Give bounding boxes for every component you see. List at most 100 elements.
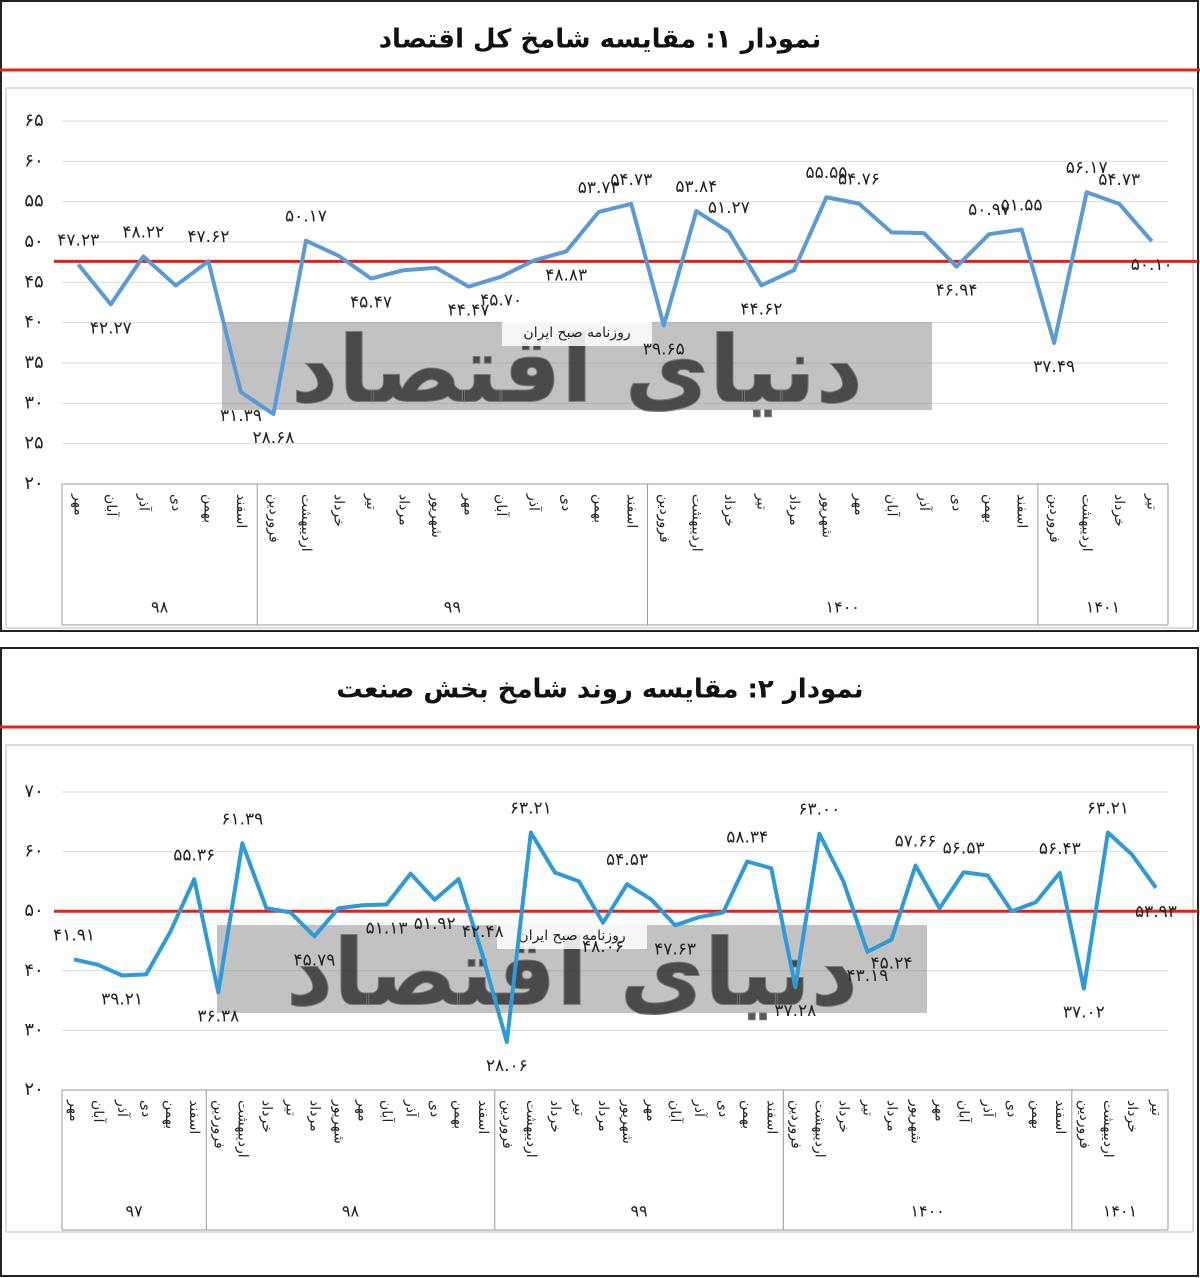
chart-frame: [5, 87, 1194, 629]
x-tick-label: مهر: [932, 1099, 948, 1122]
y-tick-label: ۴۰: [24, 960, 43, 981]
data-label: ۵۳.۹۳: [1135, 902, 1177, 922]
x-tick-label: مرداد: [786, 494, 802, 526]
x-tick-label: اردیبهشت: [298, 494, 314, 552]
x-tick-label: شهریور: [331, 1099, 347, 1144]
panel: [0, 0, 1199, 632]
x-tick-label: اسفند: [1052, 1100, 1068, 1134]
chart-title: نمودار ۲: مقایسه روند شامخ بخش صنعت: [336, 675, 863, 705]
data-label: ۵۳.۸۴: [675, 177, 717, 197]
x-tick-label: مهر: [461, 493, 477, 516]
x-tick-label: آذر: [526, 493, 543, 512]
x-tick-label: خرداد: [721, 494, 737, 527]
x-tick-label: آذر: [691, 1099, 708, 1118]
x-tick-label: شهریور: [619, 1099, 635, 1144]
x-tick-label: دی: [427, 1100, 443, 1117]
x-tick-label: بهمن: [200, 494, 216, 523]
data-label: ۴۴.۴۷: [448, 301, 490, 321]
data-label: ۴۷.۶۳: [654, 939, 696, 959]
x-tick-label: مرداد: [306, 1100, 322, 1132]
x-tick-label: شهریور: [428, 493, 444, 538]
data-label: ۴۶.۹۴: [936, 281, 978, 301]
x-tick-label: تیر: [859, 1099, 875, 1116]
data-label: ۵۰.۹۷: [968, 200, 1010, 220]
data-label: ۵۱.۲۷: [708, 198, 750, 218]
x-tick-label: آبان: [103, 494, 120, 517]
x-tick-label: آذر: [916, 493, 933, 512]
data-label: ۳۱.۳۹: [220, 406, 262, 426]
y-tick-label: ۳۵: [24, 352, 43, 373]
x-group-label: ۹۸: [342, 1202, 360, 1221]
x-tick-label: بهمن: [451, 1100, 467, 1129]
data-label: ۴۲.۲۷: [90, 318, 132, 338]
data-label: ۴۴.۶۲: [740, 299, 782, 319]
x-tick-label: تیر: [753, 493, 769, 510]
x-tick-label: اسفند: [1014, 494, 1030, 528]
data-label: ۴۵.۷۹: [293, 950, 335, 970]
x-tick-label: مهر: [66, 1099, 82, 1122]
data-label: ۶۳.۲۱: [510, 798, 552, 818]
x-tick-label: خرداد: [1124, 1100, 1140, 1133]
x-tick-label: مرداد: [396, 494, 412, 526]
data-label: ۶۳.۲۱: [1087, 798, 1129, 818]
data-label: ۵۶.۱۷: [1066, 158, 1108, 178]
x-tick-label: خرداد: [547, 1100, 563, 1133]
x-tick-label: مهر: [355, 1099, 371, 1122]
x-tick-label: بهمن: [1028, 1100, 1044, 1129]
data-label: ۶۱.۳۹: [221, 809, 263, 829]
x-group-label: ۱۴۰۰: [826, 598, 860, 617]
data-label: ۴۵.۲۴: [871, 954, 913, 974]
x-tick-label: اردیبهشت: [1079, 494, 1095, 552]
data-label: ۳۷.۰۲: [1063, 1003, 1105, 1023]
y-tick-label: ۲۰: [24, 1079, 43, 1100]
y-tick-label: ۴۰: [24, 312, 43, 333]
x-tick-label: مرداد: [595, 1100, 611, 1132]
x-tick-label: بهمن: [739, 1100, 755, 1129]
chart-title: نمودار ۱: مقایسه شامخ کل اقتصاد: [379, 25, 822, 55]
x-tick-label: آذر: [403, 1099, 420, 1118]
x-tick-label: آذر: [135, 493, 152, 512]
y-tick-label: ۲۰: [24, 473, 43, 494]
x-tick-label: فروردین: [265, 494, 281, 543]
x-tick-label: اردیبهشت: [811, 1100, 827, 1158]
x-tick-label: فروردین: [210, 1100, 226, 1149]
data-label: ۵۴.۵۳: [606, 850, 648, 870]
data-label: ۳۶.۳۸: [197, 1006, 239, 1026]
data-label: ۶۳.۰۰: [798, 800, 840, 820]
x-tick-label: خرداد: [1111, 494, 1127, 527]
x-tick-label: تیر: [282, 1099, 298, 1116]
data-label: ۴۲.۴۸: [462, 922, 504, 942]
x-tick-label: آبان: [379, 1100, 396, 1123]
x-tick-label: فروردین: [1046, 494, 1062, 543]
x-tick-label: تیر: [363, 493, 379, 510]
x-tick-label: اسفند: [763, 1100, 779, 1134]
data-label: ۵۴.۷۳: [610, 170, 652, 190]
x-tick-label: دی: [1004, 1100, 1020, 1117]
data-label: ۴۳.۱۹: [846, 966, 888, 986]
x-tick-label: مهر: [851, 493, 867, 516]
data-label: ۳۷.۲۸: [774, 1001, 816, 1021]
data-label: ۴۵.۷۰: [480, 291, 522, 311]
data-label: ۵۵.۵۵: [805, 163, 847, 183]
data-label: ۵۳.۷۳: [578, 178, 620, 198]
data-label: ۴۸.۰۶: [582, 937, 624, 957]
y-tick-label: ۵۰: [24, 231, 43, 252]
x-tick-label: خرداد: [331, 494, 347, 527]
data-label: ۴۷.۲۳: [57, 230, 99, 250]
data-label: ۲۸.۰۶: [486, 1056, 528, 1076]
x-group-label: ۱۴۰۱: [1103, 1202, 1137, 1221]
x-tick-label: اردیبهشت: [1100, 1100, 1116, 1158]
data-label: ۵۱.۱۳: [366, 918, 408, 938]
x-tick-label: اردیبهشت: [234, 1100, 250, 1158]
data-line: [73, 830, 1158, 1044]
watermark-tag: [497, 923, 647, 949]
x-tick-label: شهریور: [818, 493, 834, 538]
x-group-label: ۱۴۰۱: [1086, 598, 1120, 617]
data-label: ۳۷.۴۹: [1033, 357, 1075, 377]
x-tick-label: خرداد: [835, 1100, 851, 1133]
x-tick-label: دی: [168, 494, 184, 511]
data-label: ۴۸.۸۳: [545, 265, 587, 285]
chart-frame: [5, 744, 1194, 1233]
x-tick-label: مهر: [643, 1099, 659, 1122]
